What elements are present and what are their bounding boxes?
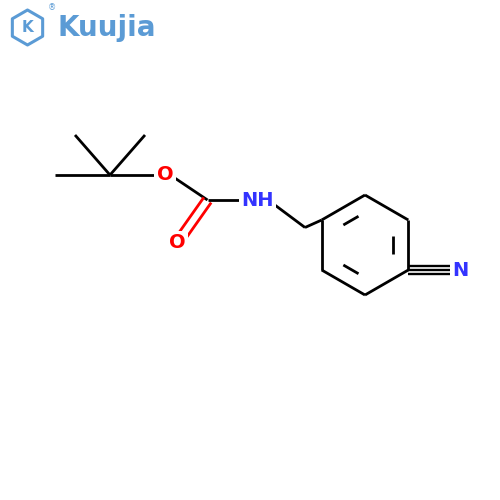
Text: Kuujia: Kuujia <box>58 14 156 42</box>
Text: ®: ® <box>48 4 56 13</box>
Text: O: O <box>156 166 174 184</box>
Text: K: K <box>22 20 34 35</box>
Text: NH: NH <box>241 190 274 210</box>
Text: N: N <box>452 260 469 280</box>
Text: O: O <box>169 233 186 252</box>
